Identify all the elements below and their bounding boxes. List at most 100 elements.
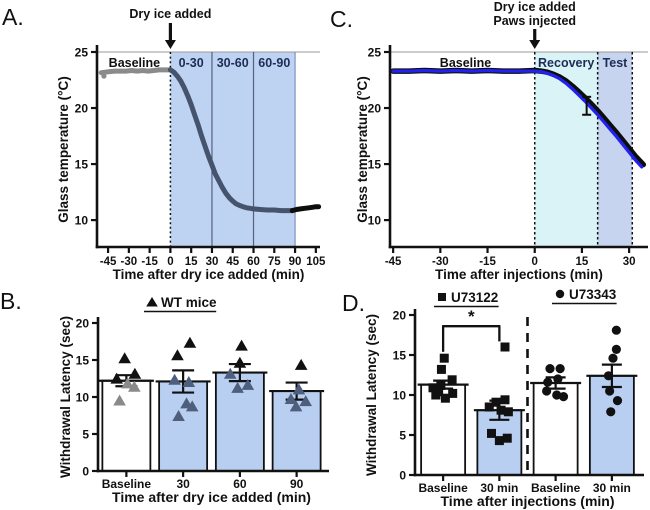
bar-30 [158, 380, 209, 472]
x-category-label: 30 min [480, 481, 518, 495]
x-axis-title: Time after injections (min) [435, 267, 603, 282]
annotation-arrow-head [529, 40, 541, 49]
legend-triangle-icon [146, 297, 158, 307]
legend-circle-icon [555, 289, 565, 299]
x-tick-label: 0 [532, 256, 538, 268]
square-point-marker [440, 393, 450, 403]
x-tick-label: 90 [289, 256, 302, 268]
triangle-point-marker [113, 394, 126, 406]
x-axis-title: Time after dry ice added (min) [113, 267, 305, 282]
x-category-label: Baseline [531, 481, 581, 495]
x-tick-label: 0 [167, 256, 173, 268]
y-tick-label: 15 [76, 354, 90, 368]
circle-point-marker [611, 325, 621, 335]
y-axis-title: Withdrawal Latency (sec) [364, 314, 379, 476]
x-tick-label: 30 [623, 256, 636, 268]
circle-point-marker [605, 386, 615, 396]
panel-d-chart: U73122 U73343 * 0 5 10 15 20 Baseline 30 min Basel… [364, 287, 644, 509]
square-point-marker [436, 380, 446, 390]
triangle-point-marker [171, 349, 184, 361]
triangle-point-marker [118, 352, 131, 364]
annotation-text: Paws injected [493, 14, 576, 28]
x-axis-title: Time after injections (min) [441, 493, 615, 509]
panel-a-chart: Baseline 0-30 30-60 60-90 10 15 20 25 -45 -30 -15 0… [56, 7, 326, 282]
triangle-point-marker [182, 375, 196, 387]
y-tick-label: 15 [75, 158, 89, 172]
panel-c-chart: Baseline Recovery Test 10 15 20 25 -45 -30 -15 0 15… [355, 0, 648, 282]
legend-label: U73343 [569, 287, 617, 302]
triangle-point-marker [292, 383, 306, 395]
triangle-point-marker [233, 356, 247, 368]
y-tick-label: 20 [393, 309, 407, 323]
region-label: Baseline [440, 56, 491, 70]
triangle-point-marker [284, 392, 298, 404]
y-tick-label: 10 [75, 214, 89, 228]
square-point-marker [484, 402, 494, 412]
triangle-point-marker [223, 367, 237, 379]
panel-d-label: D. [342, 290, 365, 316]
shaded-region [170, 52, 296, 247]
triangle-point-marker [128, 367, 142, 379]
x-tick-label: -30 [432, 256, 449, 268]
triangle-point-marker [235, 339, 248, 351]
square-point-marker [503, 407, 513, 417]
square-point-marker [500, 342, 510, 352]
annotation-text: Dry ice added [494, 0, 576, 14]
square-point-marker [428, 383, 438, 393]
circle-point-marker [542, 386, 552, 396]
y-axis-title: Withdrawal Latency (sec) [58, 316, 73, 478]
x-tick-label: -15 [141, 256, 158, 268]
circle-point-marker [553, 374, 563, 384]
triangle-point-marker [121, 377, 134, 389]
square-point-marker [487, 428, 496, 438]
square-point-marker [494, 436, 504, 446]
x-tick-label: 15 [576, 256, 589, 268]
x-tick-label: 60 [247, 256, 260, 268]
square-point-marker [447, 375, 457, 385]
y-axis-title: Glass temperature (°C) [56, 76, 71, 222]
triangle-point-marker [185, 400, 199, 412]
y-tick-label: 10 [368, 214, 382, 228]
triangle-point-marker [241, 378, 255, 390]
x-tick-label: 75 [268, 256, 281, 268]
series-baseline-gray [98, 67, 173, 76]
x-category-label: 90 [290, 477, 304, 491]
annotation-arrow-head [164, 40, 176, 49]
circle-point-marker [545, 364, 555, 374]
series-post-black [289, 204, 322, 214]
y-tick-label: 25 [75, 46, 89, 60]
series-injected-blue [391, 68, 644, 169]
square-point-marker [439, 353, 449, 363]
y-axis-title: Glass temperature (°C) [355, 76, 370, 222]
triangle-point-marker [183, 336, 197, 348]
x-tick-label: -45 [385, 256, 402, 268]
x-tick-label: 45 [226, 256, 239, 268]
triangle-point-marker [299, 395, 313, 407]
x-category-label: Baseline [418, 481, 468, 495]
circle-point-marker [543, 377, 553, 387]
triangle-point-marker [172, 409, 185, 421]
legend-label: U73122 [451, 290, 498, 305]
sig-asterisk: * [468, 307, 475, 326]
x-tick-label: 105 [306, 256, 326, 268]
y-tick-label: 20 [368, 102, 382, 116]
circle-point-marker [608, 353, 618, 363]
circle-point-marker [555, 364, 565, 374]
region-label: 60-90 [258, 56, 290, 70]
region-label: 0-30 [179, 56, 204, 70]
triangle-point-marker [168, 373, 181, 385]
x-axis-title: Time after dry ice added (min) [112, 489, 311, 505]
region-label: Baseline [109, 56, 160, 70]
square-point-marker [496, 405, 506, 415]
legend-square-icon [438, 293, 446, 301]
y-tick-label: 15 [368, 158, 382, 172]
panel-b-label: B. [0, 288, 22, 314]
y-tick-label: 10 [76, 391, 90, 405]
region-label: 30-60 [217, 56, 249, 70]
x-category-label: 30 min [593, 481, 631, 495]
y-tick-label: 5 [399, 429, 406, 443]
y-tick-label: 0 [399, 469, 406, 483]
square-point-marker [502, 433, 512, 443]
